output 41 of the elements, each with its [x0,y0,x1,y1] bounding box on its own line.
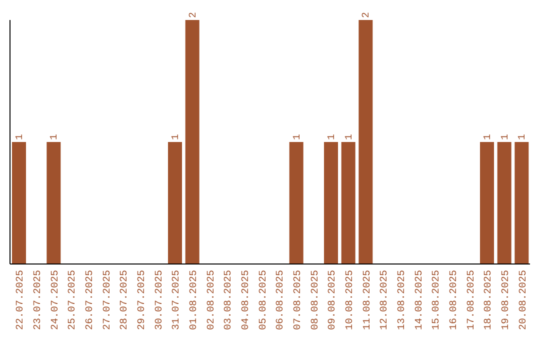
x-tick-label: 13.08.2025 [397,270,408,330]
x-tick-label: 28.07.2025 [120,270,131,330]
x-tick-label: 24.07.2025 [50,270,62,330]
x-tick-label: 02.08.2025 [206,270,218,330]
x-tick-label: 26.07.2025 [85,270,96,330]
x-tick-label: 29.07.2025 [137,270,148,330]
x-tick-label: 04.08.2025 [241,270,252,330]
x-tick-label: 22.07.2025 [16,270,27,330]
data-label: 2 [362,12,373,18]
data-label: 1 [171,134,182,140]
x-tick-label: 31.07.2025 [172,270,183,330]
x-tick-label: 20.08.2025 [518,270,530,330]
data-label: 1 [500,134,512,140]
data-label: 1 [50,134,61,140]
x-tick-label: 12.08.2025 [380,270,391,330]
x-tick-label: 01.08.2025 [189,270,200,330]
data-label: 1 [327,134,338,140]
x-tick-label: 27.07.2025 [102,270,114,330]
x-tick-label: 23.07.2025 [33,270,44,330]
x-tick-label: 03.08.2025 [224,270,235,330]
x-tick-label: 05.08.2025 [258,270,270,330]
x-tick-label: 11.08.2025 [362,270,374,330]
data-label: 1 [15,134,26,140]
x-tick-label: 10.08.2025 [345,270,356,330]
x-tick-label: 17.08.2025 [466,270,478,330]
x-tick-label: 06.08.2025 [276,270,287,330]
x-tick-label: 09.08.2025 [328,270,339,330]
data-label: 1 [483,134,494,140]
x-tick-label: 15.08.2025 [432,270,443,330]
data-label: 2 [188,12,200,18]
x-tick-label: 18.08.2025 [484,270,495,330]
x-tick-label: 16.08.2025 [449,270,460,330]
x-tick-label: 07.08.2025 [293,270,304,330]
x-tick-label: 30.07.2025 [154,270,166,330]
data-label: 1 [518,134,529,140]
x-tick-label: 14.08.2025 [414,270,426,330]
x-tick-label: 19.08.2025 [501,270,512,330]
data-label: 1 [344,134,356,140]
x-tick-label: 08.08.2025 [310,270,322,330]
data-label: 1 [292,134,304,140]
x-tick-label: 25.07.2025 [68,270,79,330]
